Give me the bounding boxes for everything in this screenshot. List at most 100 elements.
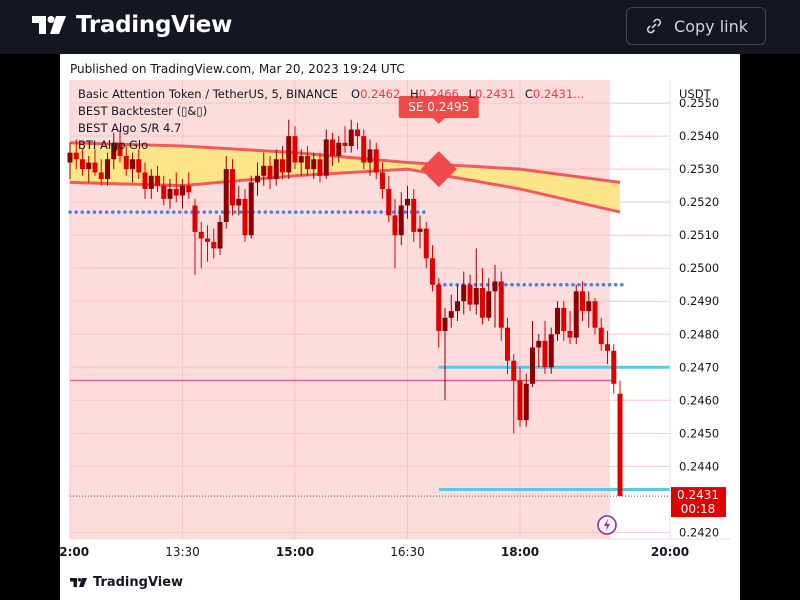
lightning-icon [604,519,610,531]
candle-body [67,152,73,163]
candle-body [355,129,360,137]
candle-body [298,155,304,163]
brand-logo[interactable]: TradingView [32,12,232,38]
signal-label-pointer [432,118,445,124]
candle-body [98,172,104,180]
candle-body [173,188,179,196]
candle-body [92,162,98,173]
candle-body [561,307,567,331]
candle-body [536,340,542,348]
legend-indicator-1[interactable]: BEST Backtester (▯&▯) [78,104,207,118]
legend-high-key: H [410,87,419,101]
last-price-value: 0.2431 [677,488,719,502]
signal-layer: SE 0.2495 [398,96,479,188]
signal-label[interactable]: SE 0.2495 [398,96,479,124]
candle-body [105,159,110,180]
legend: Basic Attention Token / TetherUS, 5, BIN… [78,87,584,152]
candle-body [511,360,517,381]
candle-body [336,142,342,156]
flash-alert[interactable] [597,515,617,535]
signal-diamond [420,151,457,188]
candle-body [111,142,117,160]
candle-body [230,169,235,206]
legend-low-key: L [469,87,476,101]
candle-body [617,393,623,497]
time-tick-label: 16:30 [390,545,425,559]
candle-body [398,205,404,236]
candle-body [161,185,167,199]
candle-body [198,231,204,239]
candle-body [261,165,267,176]
candle-body [167,188,173,199]
copy-link-button[interactable]: Copy link [626,7,766,45]
chart-canvas[interactable]: SE 0.2495 Basic Attention Token / Tether… [60,54,740,574]
candle-body [361,136,367,163]
price-axis-unit: USDT [679,87,712,101]
brand-name: TradingView [76,12,233,38]
copy-link-label: Copy link [674,16,748,36]
price-tick-label: 0.2550 [679,96,719,110]
candle-body [442,317,448,331]
candle-body [598,327,604,345]
candle-body [461,284,467,302]
candle-body [192,205,198,232]
candle-body [592,301,598,328]
ribbon-upper-edge [69,141,621,184]
candle-body [292,136,298,163]
price-axis[interactable]: USDT 0.2550 0.2540 0.2530 0.2520 0.2510 0.250… [669,80,719,539]
candle-body [205,238,210,242]
chart-card: Published on TradingView.com, Mar 20, 20… [60,54,740,600]
candle-body [317,159,323,176]
candle-body [611,350,617,384]
candle-body [211,241,217,249]
footer-brand-name: TradingView [93,575,184,590]
signal-label-box [398,96,479,118]
candle-body [242,198,248,236]
time-tick-label: 12:00 [60,545,89,559]
candle-body [573,291,579,338]
candle-body [286,136,292,173]
candle-body [555,307,560,335]
candle-body [348,129,354,147]
time-tick-label: 13:30 [165,545,200,559]
candle-body [448,311,454,318]
candle-body [392,215,398,236]
candle-body [311,159,317,170]
price-tick-label: 0.2420 [679,525,719,539]
legend-high-value: 0.2466 [419,87,459,101]
candle-body [567,330,573,338]
time-axis[interactable]: 12:00 13:30 15:00 16:30 18:00 20:00 [60,545,689,559]
candle-body [73,152,79,160]
price-tick-label: 0.2460 [679,393,719,407]
price-tick-label: 0.2510 [679,228,719,242]
legend-close-value: 0.2431... [533,87,584,101]
candle-body [155,175,160,186]
candle-body [280,159,285,173]
candle-body [430,258,435,285]
link-icon [646,18,662,34]
price-tick-label: 0.2520 [679,195,719,209]
signal-label-text: SE 0.2495 [408,100,469,114]
footer-brand[interactable]: TradingView [70,575,183,590]
candle-body [373,149,379,173]
candle-body [386,188,392,216]
candle-body [486,291,492,318]
tradingview-logo-icon [32,16,66,34]
ribbon-fill [70,142,620,213]
candle-body [480,288,485,318]
last-price-countdown: 00:18 [681,502,716,516]
candle-body [142,172,148,189]
candle-body [436,284,442,331]
candle-body [530,347,535,384]
candle-body [267,165,273,180]
candle-body [580,291,585,312]
candle-body [467,284,473,305]
legend-low-value: 0.2431 [475,87,515,101]
legend-close-key: C [525,87,533,101]
candle-body [180,185,185,196]
candle-body [117,142,123,156]
legend-indicator-2[interactable]: BEST Algo S/R 4.7 [78,121,181,135]
legend-open-value: 0.2462 [360,87,400,101]
legend-indicator-3[interactable]: BTI Algo Glo [78,138,148,152]
candle-body [136,159,142,173]
